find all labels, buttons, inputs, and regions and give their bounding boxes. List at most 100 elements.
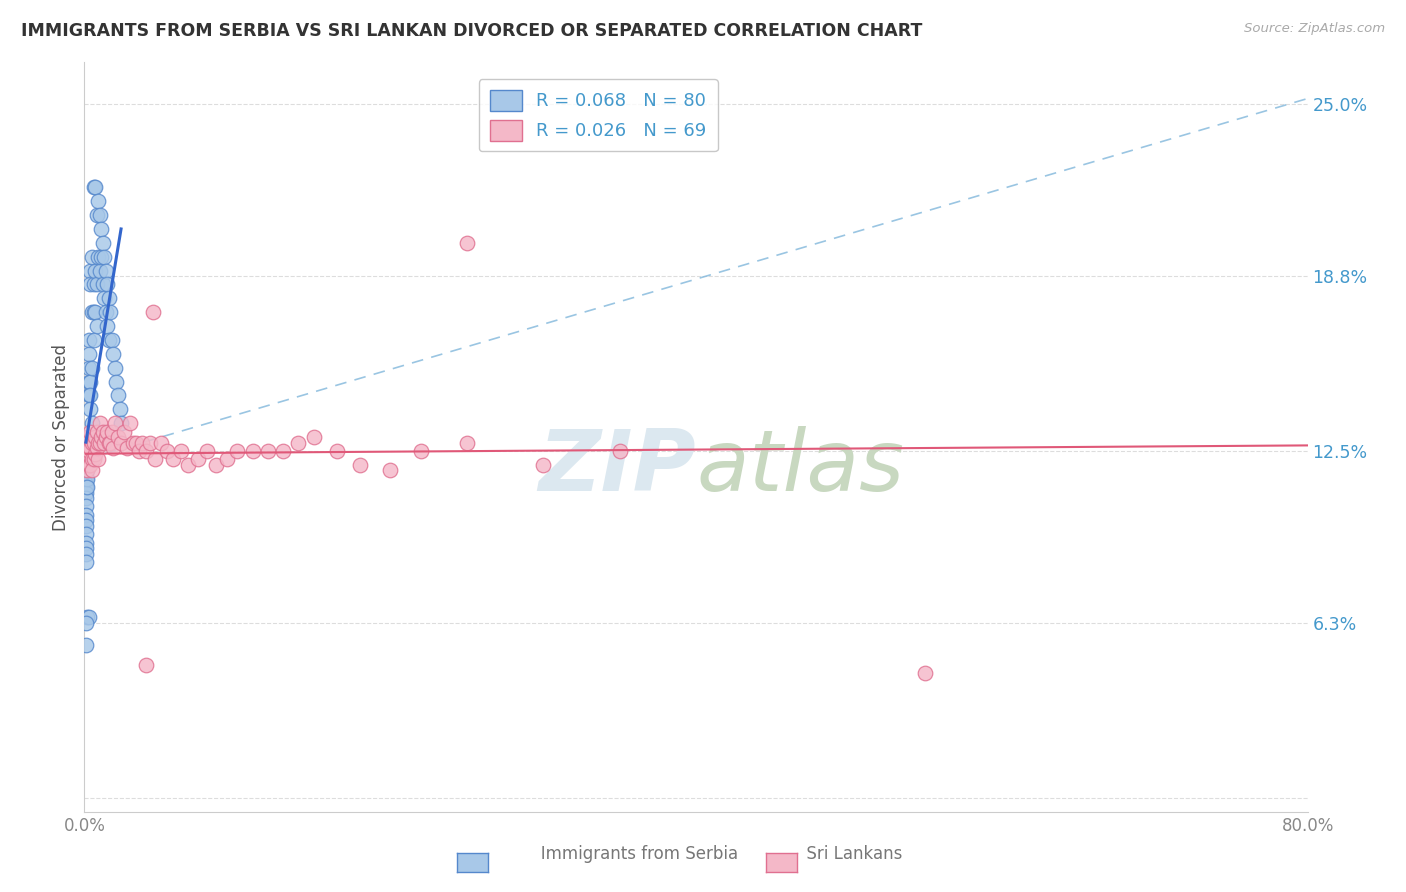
Point bbox=[75, 452, 97, 467]
Point bbox=[87, 435, 110, 450]
Point bbox=[75, 500, 97, 514]
Point bbox=[79, 263, 101, 277]
Point bbox=[108, 402, 131, 417]
Point bbox=[79, 375, 101, 389]
Point bbox=[195, 444, 218, 458]
Point bbox=[90, 430, 112, 444]
Text: Immigrants from Serbia             Sri Lankans: Immigrants from Serbia Sri Lankans bbox=[503, 846, 903, 863]
Point bbox=[80, 416, 103, 430]
Point bbox=[76, 480, 98, 494]
Point bbox=[75, 485, 97, 500]
Point bbox=[91, 425, 114, 439]
Point bbox=[83, 305, 105, 319]
Point bbox=[75, 508, 97, 522]
Point bbox=[128, 444, 150, 458]
Point bbox=[103, 441, 125, 455]
Point bbox=[77, 444, 100, 458]
Point bbox=[97, 291, 120, 305]
Point bbox=[84, 447, 107, 461]
Point bbox=[142, 305, 165, 319]
Point bbox=[76, 452, 98, 467]
Point bbox=[380, 463, 402, 477]
Point bbox=[205, 458, 228, 472]
Point bbox=[75, 480, 97, 494]
Point bbox=[83, 180, 105, 194]
Point bbox=[104, 360, 127, 375]
Point bbox=[83, 277, 105, 292]
Point bbox=[86, 277, 108, 292]
Point bbox=[76, 452, 98, 467]
Point bbox=[131, 435, 153, 450]
Point bbox=[75, 458, 97, 472]
Point bbox=[75, 519, 97, 533]
Point bbox=[76, 430, 98, 444]
Point bbox=[84, 180, 107, 194]
Point bbox=[80, 360, 103, 375]
Point bbox=[96, 319, 118, 334]
Point bbox=[105, 375, 128, 389]
Point bbox=[75, 463, 97, 477]
Point bbox=[75, 513, 97, 527]
Point bbox=[77, 333, 100, 347]
Point bbox=[77, 435, 100, 450]
Point bbox=[91, 277, 114, 292]
Point bbox=[76, 472, 98, 486]
Point bbox=[75, 535, 97, 549]
Point bbox=[135, 444, 157, 458]
Point bbox=[94, 305, 117, 319]
Point bbox=[75, 527, 97, 541]
Point bbox=[84, 305, 107, 319]
Point bbox=[139, 435, 162, 450]
Point bbox=[93, 291, 115, 305]
Point bbox=[90, 222, 112, 236]
Point bbox=[170, 444, 193, 458]
Point bbox=[77, 375, 100, 389]
Point bbox=[186, 452, 208, 467]
Point bbox=[135, 657, 157, 672]
Point bbox=[96, 277, 118, 292]
Text: ZIP: ZIP bbox=[538, 425, 696, 508]
Point bbox=[156, 444, 179, 458]
Point bbox=[76, 458, 98, 472]
Point bbox=[75, 555, 97, 569]
Text: atlas: atlas bbox=[696, 425, 904, 508]
Point bbox=[89, 435, 111, 450]
Point bbox=[98, 305, 121, 319]
Point bbox=[76, 610, 98, 624]
Point bbox=[107, 430, 129, 444]
Point bbox=[77, 458, 100, 472]
Point bbox=[96, 425, 118, 439]
Point bbox=[257, 444, 280, 458]
Point bbox=[271, 444, 294, 458]
Text: IMMIGRANTS FROM SERBIA VS SRI LANKAN DIVORCED OR SEPARATED CORRELATION CHART: IMMIGRANTS FROM SERBIA VS SRI LANKAN DIV… bbox=[21, 22, 922, 40]
Point bbox=[325, 444, 347, 458]
Point bbox=[98, 435, 121, 450]
Point bbox=[77, 360, 100, 375]
Point bbox=[87, 250, 110, 264]
Point bbox=[79, 402, 101, 417]
Point bbox=[110, 416, 132, 430]
Point bbox=[93, 250, 115, 264]
Point bbox=[76, 435, 98, 450]
Point bbox=[80, 463, 103, 477]
Point bbox=[103, 347, 125, 361]
Y-axis label: Divorced or Separated: Divorced or Separated bbox=[52, 343, 70, 531]
Point bbox=[86, 208, 108, 222]
Point bbox=[93, 435, 115, 450]
Point bbox=[94, 263, 117, 277]
Point bbox=[287, 435, 309, 450]
Point bbox=[112, 425, 135, 439]
Point bbox=[75, 472, 97, 486]
Point bbox=[75, 491, 97, 505]
Point bbox=[76, 444, 98, 458]
Point bbox=[115, 441, 138, 455]
Point bbox=[83, 435, 105, 450]
Point bbox=[242, 444, 264, 458]
Point bbox=[77, 430, 100, 444]
Point bbox=[110, 435, 132, 450]
Point bbox=[215, 452, 238, 467]
Point bbox=[75, 541, 97, 555]
Point bbox=[162, 452, 184, 467]
Point bbox=[90, 250, 112, 264]
Point bbox=[83, 333, 105, 347]
